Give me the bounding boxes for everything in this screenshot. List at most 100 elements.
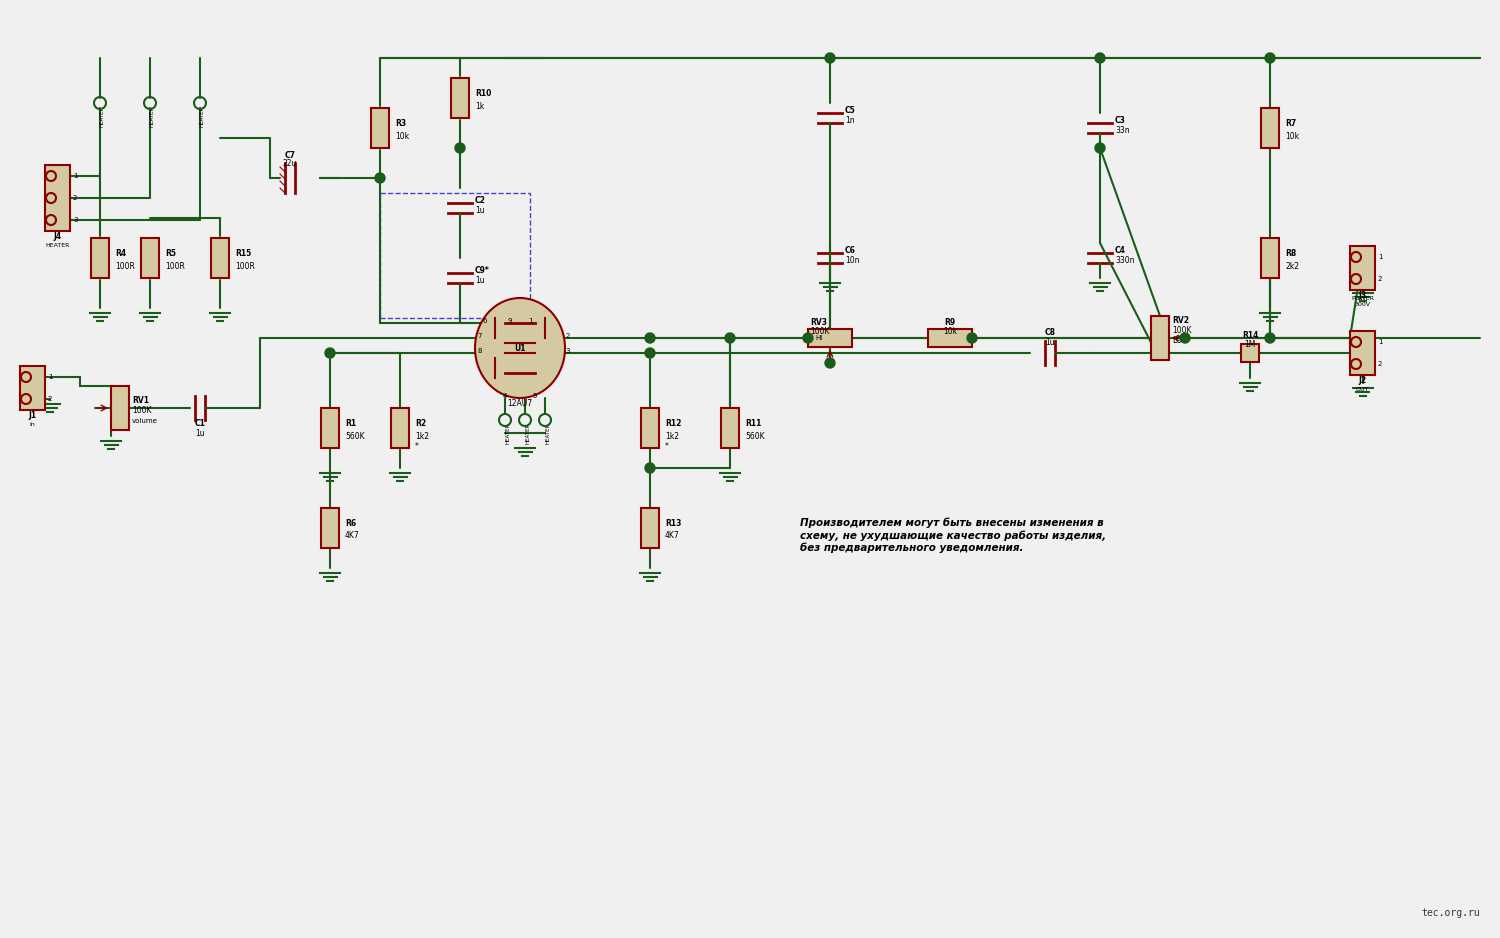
Text: 100K: 100K bbox=[810, 327, 830, 336]
Text: *: * bbox=[416, 442, 419, 450]
Bar bbox=[640, 408, 658, 448]
Text: 5: 5 bbox=[532, 393, 537, 399]
Bar bbox=[928, 329, 972, 347]
Text: 100K: 100K bbox=[132, 406, 152, 415]
Text: U1: U1 bbox=[514, 343, 525, 353]
Text: 8: 8 bbox=[477, 348, 483, 354]
Text: C1: C1 bbox=[195, 419, 206, 428]
Text: Производителем могут быть внесены изменения в
схему, не ухудшающие качество рабо: Производителем могут быть внесены измене… bbox=[800, 518, 1106, 552]
Text: 1u: 1u bbox=[476, 276, 484, 285]
Text: 1: 1 bbox=[48, 374, 52, 380]
Text: R9: R9 bbox=[945, 318, 956, 327]
Text: 2: 2 bbox=[566, 333, 570, 339]
Text: 3: 3 bbox=[566, 348, 570, 354]
Bar bbox=[20, 366, 45, 410]
Text: R4: R4 bbox=[116, 249, 126, 258]
Bar bbox=[211, 238, 230, 278]
Circle shape bbox=[1180, 333, 1190, 343]
Text: 12AU7: 12AU7 bbox=[507, 399, 532, 408]
Text: 3: 3 bbox=[74, 217, 78, 223]
Text: R15: R15 bbox=[236, 249, 250, 258]
Circle shape bbox=[825, 358, 836, 368]
Text: R12: R12 bbox=[664, 418, 681, 428]
Bar bbox=[92, 238, 110, 278]
Text: R3: R3 bbox=[394, 118, 406, 128]
Text: 4K7: 4K7 bbox=[664, 532, 680, 540]
Circle shape bbox=[1095, 53, 1106, 63]
Bar bbox=[1262, 108, 1280, 148]
Text: HEATER: HEATER bbox=[506, 422, 510, 444]
Text: 9: 9 bbox=[507, 318, 512, 324]
Text: C8: C8 bbox=[1044, 328, 1056, 337]
Text: 4: 4 bbox=[503, 393, 507, 399]
Text: C4: C4 bbox=[1114, 246, 1126, 255]
Bar bbox=[1350, 331, 1376, 375]
Text: 6: 6 bbox=[483, 318, 488, 324]
Text: R2: R2 bbox=[416, 418, 426, 428]
Circle shape bbox=[46, 215, 56, 225]
Text: 100R: 100R bbox=[165, 262, 184, 270]
Text: in: in bbox=[30, 422, 36, 427]
Text: C2: C2 bbox=[476, 196, 486, 205]
Circle shape bbox=[1264, 333, 1275, 343]
Circle shape bbox=[375, 173, 386, 183]
Text: 10k: 10k bbox=[1286, 131, 1299, 141]
Circle shape bbox=[1352, 359, 1360, 369]
Ellipse shape bbox=[476, 298, 566, 398]
Circle shape bbox=[1352, 252, 1360, 262]
Circle shape bbox=[825, 53, 836, 63]
Text: R5: R5 bbox=[165, 249, 176, 258]
Text: J2: J2 bbox=[1359, 376, 1366, 385]
Text: 560K: 560K bbox=[345, 431, 364, 441]
Text: 10n: 10n bbox=[844, 256, 859, 265]
Text: R14: R14 bbox=[1242, 331, 1258, 340]
Text: 1: 1 bbox=[1378, 254, 1383, 260]
Bar bbox=[1262, 238, 1280, 278]
Text: J3: J3 bbox=[1359, 291, 1366, 300]
Circle shape bbox=[1352, 274, 1360, 284]
Text: 1: 1 bbox=[74, 173, 78, 179]
Text: 2: 2 bbox=[1378, 276, 1383, 282]
Text: 1k: 1k bbox=[476, 101, 484, 111]
Text: volume: volume bbox=[132, 418, 158, 424]
Text: J4: J4 bbox=[54, 232, 62, 241]
Circle shape bbox=[1352, 337, 1360, 347]
Text: HEATER: HEATER bbox=[150, 105, 154, 127]
Text: R8: R8 bbox=[1286, 249, 1296, 258]
Text: 1u: 1u bbox=[1046, 338, 1054, 347]
Bar bbox=[45, 165, 70, 231]
Text: 1: 1 bbox=[528, 318, 532, 324]
Text: 1u: 1u bbox=[195, 429, 206, 438]
Text: HEATER: HEATER bbox=[544, 422, 550, 444]
Text: 1n: 1n bbox=[844, 116, 855, 125]
Bar bbox=[380, 193, 530, 318]
Text: J1: J1 bbox=[28, 411, 36, 420]
Text: 4K7: 4K7 bbox=[345, 532, 360, 540]
Text: R6: R6 bbox=[345, 519, 355, 527]
Bar bbox=[1350, 246, 1376, 290]
Text: HEATER: HEATER bbox=[45, 243, 69, 248]
Text: 100K: 100K bbox=[1172, 326, 1191, 335]
Text: HEATER: HEATER bbox=[200, 105, 206, 127]
Bar bbox=[321, 508, 339, 548]
Circle shape bbox=[46, 193, 56, 203]
Circle shape bbox=[326, 348, 334, 358]
Text: 10k: 10k bbox=[944, 327, 957, 336]
Text: 22u: 22u bbox=[284, 159, 297, 168]
Text: 2: 2 bbox=[48, 396, 52, 402]
Circle shape bbox=[645, 463, 656, 473]
Text: R13: R13 bbox=[664, 519, 681, 527]
Text: C3: C3 bbox=[1114, 116, 1126, 125]
Bar bbox=[321, 408, 339, 448]
Text: 330n: 330n bbox=[1114, 256, 1134, 265]
Text: 2: 2 bbox=[1378, 361, 1383, 367]
Text: RV3: RV3 bbox=[810, 318, 826, 327]
Text: C5: C5 bbox=[844, 106, 855, 115]
Text: 1u: 1u bbox=[476, 206, 484, 215]
Bar bbox=[808, 329, 852, 347]
Text: RV2: RV2 bbox=[1172, 316, 1190, 325]
Bar bbox=[1240, 344, 1258, 362]
Text: C9*: C9* bbox=[476, 266, 489, 275]
Text: 10k: 10k bbox=[394, 131, 410, 141]
Circle shape bbox=[454, 143, 465, 153]
